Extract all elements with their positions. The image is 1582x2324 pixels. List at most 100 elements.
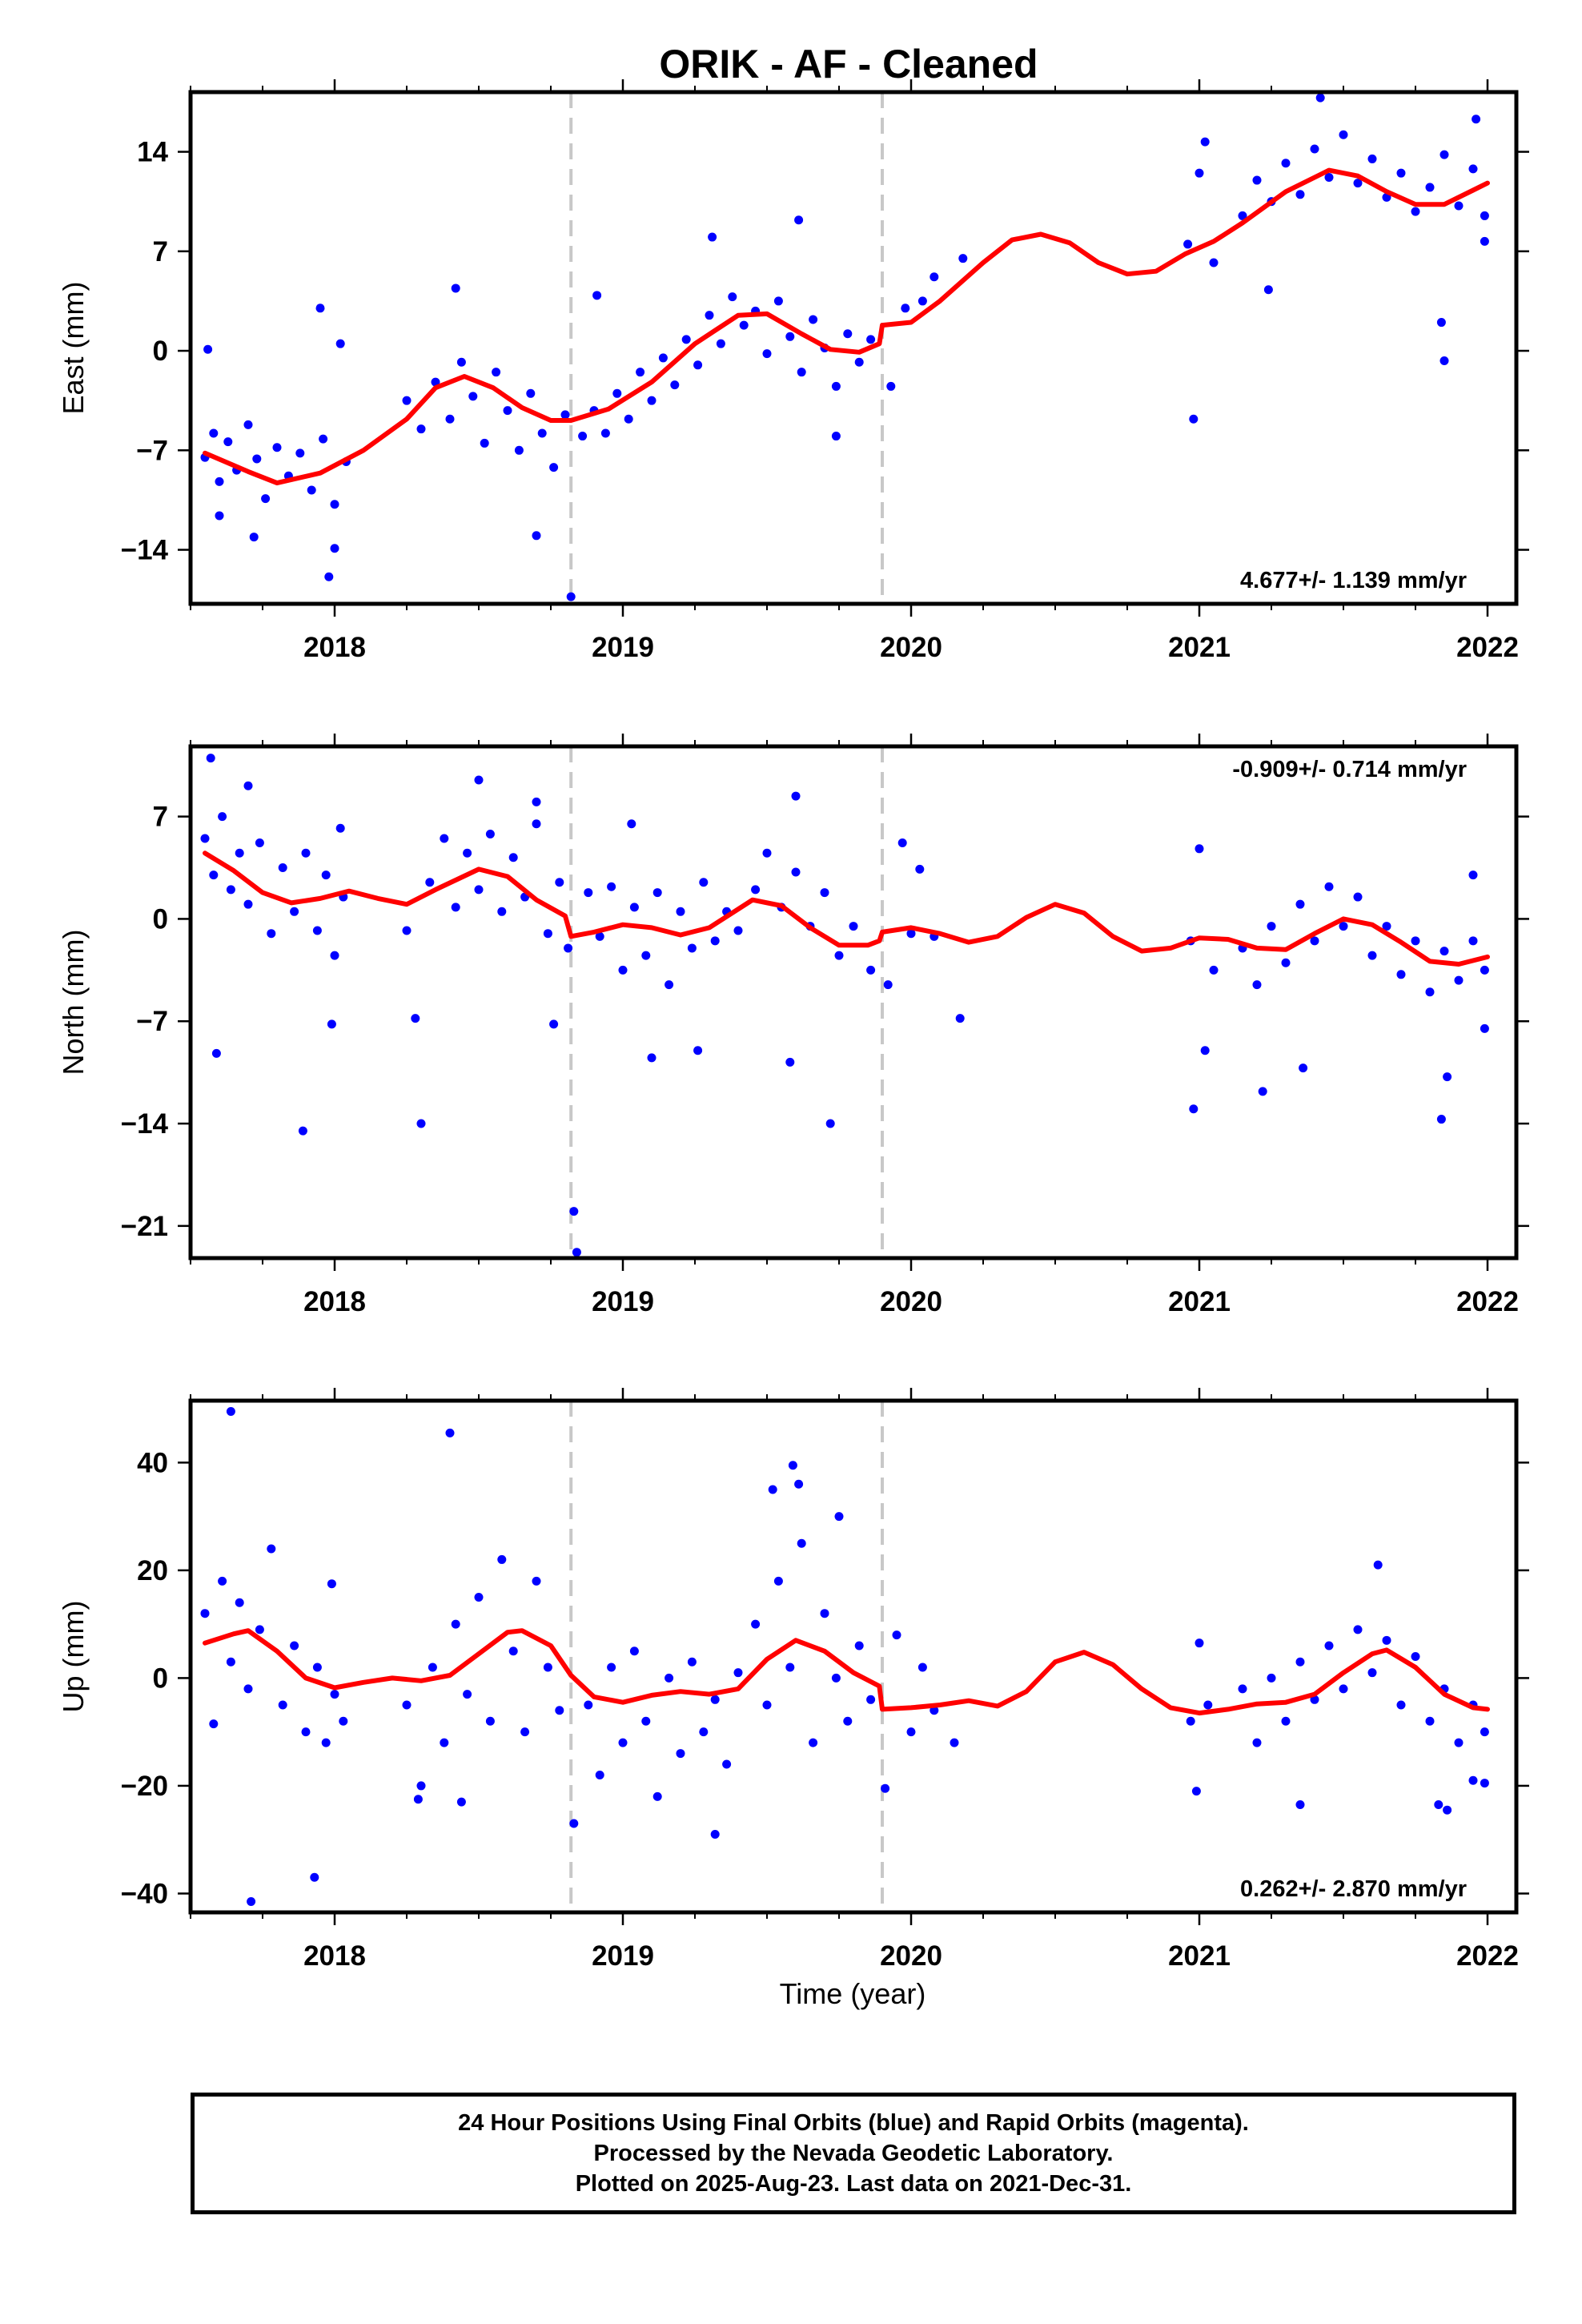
north-data-point	[474, 885, 484, 895]
north-data-point	[1436, 1115, 1446, 1124]
north-data-point	[1324, 882, 1334, 891]
east-data-point	[480, 438, 489, 448]
up-x-tick-label: 2022	[1456, 1940, 1519, 1972]
north-data-point	[1425, 987, 1435, 997]
north-data-point	[1281, 958, 1291, 967]
east-data-point	[416, 424, 426, 434]
up-plot-frame	[188, 1398, 1519, 1915]
north-data-point	[915, 864, 925, 874]
up-data-point	[569, 1819, 579, 1828]
up-data-point	[1468, 1775, 1478, 1785]
east-data-point	[1263, 285, 1273, 295]
east-data-point	[445, 414, 455, 424]
up-data-point	[733, 1668, 743, 1678]
east-data-point	[1396, 168, 1406, 178]
up-data-point	[809, 1738, 818, 1747]
north-data-point	[897, 838, 907, 847]
up-data-point	[226, 1657, 235, 1667]
east-data-point	[624, 414, 633, 424]
up-data-point	[485, 1716, 495, 1726]
up-data-point	[555, 1706, 564, 1715]
east-data-point	[636, 368, 645, 377]
east-data-point	[1281, 159, 1291, 168]
east-data-point	[1310, 144, 1319, 154]
east-data-point	[592, 291, 602, 300]
north-plot-area	[200, 746, 1490, 1258]
north-data-point	[1258, 1087, 1267, 1096]
north-x-tick-label: 2021	[1168, 1286, 1231, 1317]
north-data-point	[733, 926, 743, 935]
up-y-axis-label: Up (mm)	[57, 1601, 90, 1713]
up-data-point	[950, 1738, 959, 1747]
up-data-point	[710, 1695, 720, 1704]
east-panel: 2018 2019 2020 2021 2022 14 7 0 −7 −14 East (mm) 4.…	[57, 79, 1529, 663]
north-y-tick-label: 7	[153, 802, 168, 833]
up-data-point	[290, 1641, 299, 1651]
east-data-point	[537, 428, 547, 438]
up-data-point	[330, 1690, 339, 1699]
up-data-point	[312, 1663, 322, 1672]
north-data-point	[1443, 1072, 1452, 1082]
north-data-point	[497, 907, 507, 916]
east-x-tick-label: 2021	[1168, 632, 1231, 663]
east-data-point	[451, 283, 460, 293]
north-data-point	[1480, 965, 1489, 975]
east-data-point	[1468, 164, 1478, 174]
up-data-point	[892, 1630, 901, 1640]
east-data-point	[762, 349, 772, 359]
north-data-point	[883, 980, 893, 990]
east-x-tick-label: 2018	[303, 632, 366, 663]
north-data-point	[849, 922, 858, 931]
east-data-point	[843, 329, 853, 339]
up-data-point	[1191, 1787, 1201, 1796]
up-data-point	[1382, 1635, 1391, 1645]
north-data-point	[1439, 947, 1449, 956]
north-data-point	[485, 830, 495, 839]
east-data-point	[794, 215, 804, 225]
north-y-tick-label: −21	[121, 1211, 168, 1242]
north-data-point	[463, 848, 472, 858]
up-data-point	[339, 1716, 348, 1726]
up-data-point	[327, 1579, 336, 1589]
north-data-point	[243, 781, 253, 790]
up-x-tick-label: 2019	[592, 1940, 654, 1972]
up-data-point	[243, 1684, 253, 1694]
east-data-point	[728, 292, 737, 302]
east-velocity-label: 4.677+/- 1.139 mm/yr	[1240, 568, 1467, 593]
east-plot-area	[200, 92, 1490, 604]
north-data-point	[1252, 980, 1262, 990]
east-model-curve	[203, 167, 1490, 486]
east-data-point	[215, 511, 224, 521]
east-data-point	[468, 392, 478, 401]
east-data-point	[716, 339, 725, 348]
north-data-point	[267, 929, 276, 939]
east-data-point	[1238, 211, 1247, 220]
east-data-point	[566, 592, 576, 601]
up-data-point	[843, 1716, 853, 1726]
north-data-point	[411, 1014, 420, 1023]
up-data-point	[428, 1663, 437, 1672]
east-data-point	[203, 344, 213, 354]
east-data-point	[431, 377, 440, 387]
north-data-point	[532, 819, 541, 829]
north-data-point	[1299, 1063, 1308, 1073]
up-y-tick-label: −20	[121, 1771, 168, 1802]
east-x-tick-label: 2022	[1456, 632, 1519, 663]
east-data-point	[739, 320, 749, 330]
up-data-point	[402, 1700, 412, 1710]
up-data-point	[687, 1657, 697, 1667]
up-x-tick-label: 2021	[1168, 1940, 1231, 1972]
north-data-point	[647, 1053, 656, 1063]
east-data-point	[670, 380, 680, 390]
east-data-point	[1183, 239, 1193, 249]
east-data-point	[1454, 201, 1464, 211]
east-data-point	[503, 406, 512, 416]
up-data-point	[255, 1625, 264, 1634]
east-data-point	[1200, 137, 1210, 147]
north-data-point	[243, 899, 253, 909]
north-data-point	[474, 775, 484, 785]
east-data-point	[1425, 183, 1435, 192]
east-data-point	[1315, 93, 1325, 103]
up-y-tick-label: −40	[121, 1878, 168, 1909]
north-data-point	[301, 848, 311, 858]
